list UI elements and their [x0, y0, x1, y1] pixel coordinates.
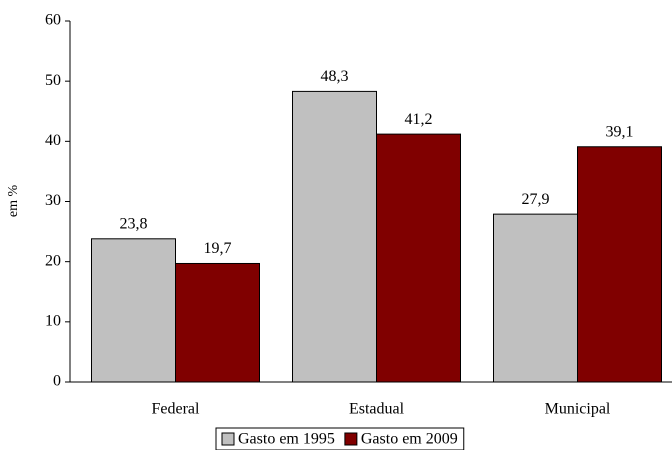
y-tick-label: 40: [45, 132, 61, 149]
x-tick-label: Federal: [152, 401, 201, 418]
legend-swatch: [221, 432, 235, 446]
y-tick-label: 60: [45, 12, 61, 29]
value-label: 39,1: [606, 123, 634, 140]
bar: [175, 262, 260, 383]
legend-swatch: [344, 432, 358, 446]
value-label: 48,3: [321, 68, 349, 85]
y-tick-label: 20: [45, 252, 61, 269]
bar: [91, 238, 176, 383]
bar: [376, 133, 461, 383]
x-tick-label: Estadual: [349, 401, 405, 418]
legend: Gasto em 1995 Gasto em 2009: [215, 427, 465, 450]
y-tick-label: 50: [45, 72, 61, 89]
value-label: 19,7: [204, 240, 232, 257]
value-label: 41,2: [405, 111, 433, 128]
value-label: 27,9: [522, 191, 550, 208]
value-label: 23,8: [120, 215, 148, 232]
legend-box: [215, 427, 465, 450]
bar: [577, 146, 662, 383]
y-axis-label: em %: [6, 185, 21, 218]
x-tick-label: Municipal: [545, 401, 611, 418]
y-tick-label: 10: [45, 313, 61, 330]
legend-label: Gasto em 2009: [361, 431, 458, 448]
bar: [292, 90, 377, 383]
legend-label: Gasto em 1995: [238, 431, 335, 448]
y-tick-label: 0: [53, 373, 61, 390]
bar: [493, 213, 578, 383]
y-tick-label: 30: [45, 192, 61, 209]
